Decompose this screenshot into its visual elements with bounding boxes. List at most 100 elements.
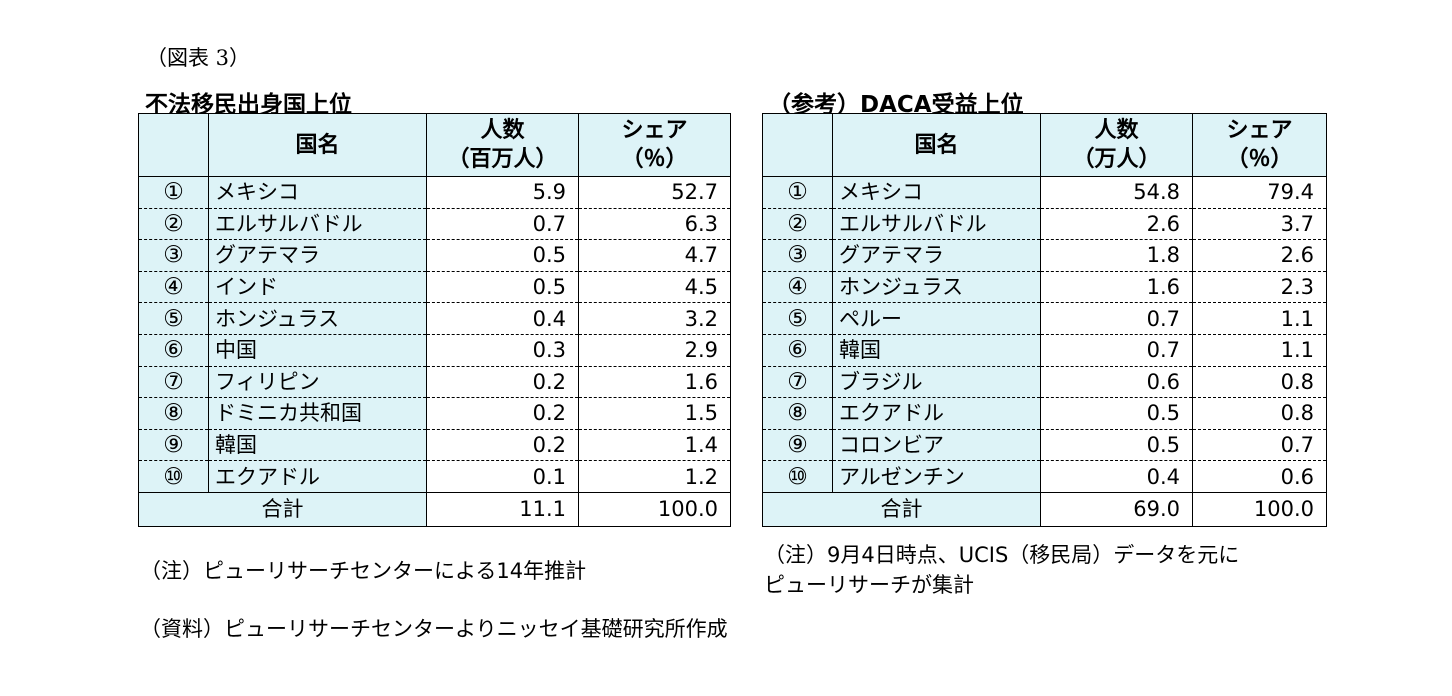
source-note: （資料）ピューリサーチセンターよりニッセイ基礎研究所作成	[140, 617, 728, 641]
country-cell: 韓国	[208, 428, 427, 462]
rank-cell: ⑥	[138, 333, 209, 367]
share-cell: 6.3	[578, 207, 731, 241]
share-cell: 0.6	[1192, 460, 1327, 493]
rank-cell: ⑦	[762, 365, 833, 399]
country-cell: ブラジル	[832, 365, 1041, 399]
share-cell: 2.6	[1192, 239, 1327, 272]
right-note-line1: （注）9月4日時点、UCIS（移民局）データを元に	[764, 543, 1240, 567]
figure-label: （図表 3）	[146, 46, 251, 70]
rank-cell: ⑦	[138, 365, 209, 399]
rank-cell: ②	[138, 207, 209, 241]
count-header: 人数 （万人）	[1040, 113, 1193, 177]
share-cell: 0.8	[1192, 397, 1327, 430]
share-cell: 1.2	[578, 460, 731, 493]
count-cell: 0.7	[1040, 302, 1193, 335]
total-row: 合計 69.0 100.0	[762, 491, 1327, 527]
share-cell: 2.9	[578, 333, 731, 367]
right-note: （注）9月4日時点、UCIS（移民局）データを元に ピューリサーチが集計	[764, 540, 1239, 600]
rank-header	[762, 113, 833, 177]
country-cell: コロンビア	[832, 428, 1041, 462]
count-cell: 5.9	[426, 176, 579, 209]
country-cell: ペルー	[832, 302, 1041, 335]
table-row: ② エルサルバドル 2.6 3.7	[762, 207, 1327, 241]
count-cell: 1.8	[1040, 239, 1193, 272]
count-cell: 54.8	[1040, 176, 1193, 209]
rank-cell: ⑧	[762, 397, 833, 430]
count-cell: 0.5	[1040, 428, 1193, 462]
table-row: ④ インド 0.5 4.5	[138, 270, 731, 304]
right-note-line2: ピューリサーチが集計	[764, 573, 974, 597]
share-cell: 3.7	[1192, 207, 1327, 241]
country-cell: エルサルバドル	[208, 207, 427, 241]
rank-cell: ⑨	[762, 428, 833, 462]
daca-recipient-table: 国名 人数 （万人） シェア （％） ① メキシコ 54.8 79.4 ② エルサルバドル 2.…	[762, 113, 1327, 527]
count-cell: 0.3	[426, 333, 579, 367]
table-row: ③ グアテマラ 1.8 2.6	[762, 239, 1327, 272]
share-cell: 4.5	[578, 270, 731, 304]
rank-cell: ②	[762, 207, 833, 241]
country-cell: ホンジュラス	[208, 302, 427, 335]
count-cell: 0.4	[1040, 460, 1193, 493]
rank-cell: ④	[138, 270, 209, 304]
country-cell: エルサルバドル	[832, 207, 1041, 241]
rank-header	[138, 113, 209, 177]
share-cell: 3.2	[578, 302, 731, 335]
share-cell: 52.7	[578, 176, 731, 209]
left-note: （注）ピューリサーチセンターによる14年推計	[140, 559, 587, 583]
total-count: 11.1	[426, 491, 579, 527]
country-cell: インド	[208, 270, 427, 304]
country-cell: 中国	[208, 333, 427, 367]
country-cell: ドミニカ共和国	[208, 397, 427, 430]
share-cell: 1.6	[578, 365, 731, 399]
country-header: 国名	[832, 113, 1041, 177]
share-cell: 1.1	[1192, 333, 1327, 367]
share-header: シェア （％）	[1192, 113, 1327, 177]
table-row: ⑧ ドミニカ共和国 0.2 1.5	[138, 397, 731, 430]
country-cell: ホンジュラス	[832, 270, 1041, 304]
count-cell: 0.5	[426, 239, 579, 272]
count-cell: 0.2	[426, 397, 579, 430]
rank-cell: ⑤	[138, 302, 209, 335]
country-cell: エクアドル	[208, 460, 427, 493]
table-row: ⑥ 中国 0.3 2.9	[138, 333, 731, 367]
count-cell: 0.6	[1040, 365, 1193, 399]
rank-cell: ⑨	[138, 428, 209, 462]
count-cell: 0.1	[426, 460, 579, 493]
count-cell: 0.5	[1040, 397, 1193, 430]
share-cell: 0.7	[1192, 428, 1327, 462]
table-row: ⑨ 韓国 0.2 1.4	[138, 428, 731, 462]
share-cell: 79.4	[1192, 176, 1327, 209]
country-cell: フィリピン	[208, 365, 427, 399]
table-row: ③ グアテマラ 0.5 4.7	[138, 239, 731, 272]
table-row: ⑧ エクアドル 0.5 0.8	[762, 397, 1327, 430]
count-cell: 0.7	[1040, 333, 1193, 367]
table-row: ① メキシコ 5.9 52.7	[138, 176, 731, 209]
share-cell: 1.4	[578, 428, 731, 462]
table-row: ⑥ 韓国 0.7 1.1	[762, 333, 1327, 367]
count-header: 人数 （百万人）	[426, 113, 579, 177]
table-row: ② エルサルバドル 0.7 6.3	[138, 207, 731, 241]
total-count: 69.0	[1040, 491, 1193, 527]
rank-cell: ⑥	[762, 333, 833, 367]
table-row: ⑩ アルゼンチン 0.4 0.6	[762, 460, 1327, 493]
table-row: ④ ホンジュラス 1.6 2.3	[762, 270, 1327, 304]
country-cell: アルゼンチン	[832, 460, 1041, 493]
share-cell: 2.3	[1192, 270, 1327, 304]
share-cell: 0.8	[1192, 365, 1327, 399]
total-label: 合計	[762, 491, 1041, 527]
rank-cell: ⑧	[138, 397, 209, 430]
rank-cell: ①	[138, 176, 209, 209]
country-cell: 韓国	[832, 333, 1041, 367]
country-header: 国名	[208, 113, 427, 177]
table-row: ⑤ ペルー 0.7 1.1	[762, 302, 1327, 335]
count-cell: 2.6	[1040, 207, 1193, 241]
share-cell: 1.5	[578, 397, 731, 430]
table-row: ⑩ エクアドル 0.1 1.2	[138, 460, 731, 493]
rank-cell: ③	[762, 239, 833, 272]
rank-cell: ⑩	[138, 460, 209, 493]
country-cell: メキシコ	[832, 176, 1041, 209]
rank-cell: ④	[762, 270, 833, 304]
total-label: 合計	[138, 491, 427, 527]
table-row: ⑤ ホンジュラス 0.4 3.2	[138, 302, 731, 335]
table-row: ⑨ コロンビア 0.5 0.7	[762, 428, 1327, 462]
